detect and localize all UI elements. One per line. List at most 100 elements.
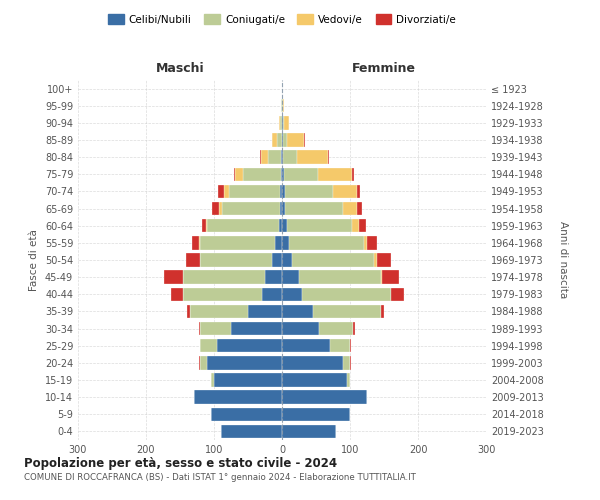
Bar: [283, 150, 297, 164]
Bar: [202, 219, 206, 232]
Bar: [282, 254, 292, 266]
Bar: [282, 356, 343, 370]
Bar: [218, 184, 224, 198]
Bar: [199, 236, 200, 250]
Bar: [221, 424, 282, 438]
Bar: [359, 219, 365, 232]
Bar: [281, 150, 282, 164]
Bar: [367, 236, 377, 250]
Bar: [200, 356, 207, 370]
Bar: [211, 408, 282, 421]
Bar: [350, 356, 352, 370]
Bar: [199, 322, 200, 336]
Bar: [186, 254, 200, 266]
Bar: [364, 236, 367, 250]
Bar: [280, 184, 282, 198]
Bar: [234, 168, 235, 181]
Bar: [219, 202, 222, 215]
Bar: [287, 134, 304, 146]
Bar: [184, 288, 262, 301]
Bar: [248, 304, 282, 318]
Bar: [282, 168, 284, 181]
Bar: [350, 339, 352, 352]
Bar: [282, 99, 283, 112]
Bar: [286, 202, 343, 215]
Bar: [212, 202, 219, 215]
Bar: [183, 270, 184, 284]
Bar: [268, 150, 281, 164]
Bar: [313, 304, 380, 318]
Bar: [318, 168, 352, 181]
Bar: [282, 134, 283, 146]
Bar: [282, 374, 347, 386]
Bar: [343, 202, 357, 215]
Bar: [229, 184, 280, 198]
Bar: [190, 304, 248, 318]
Text: COMUNE DI ROCCAFRANCA (BS) - Dati ISTAT 1° gennaio 2024 - Elaborazione TUTTITALI: COMUNE DI ROCCAFRANCA (BS) - Dati ISTAT …: [24, 472, 416, 482]
Bar: [282, 219, 287, 232]
Bar: [391, 288, 404, 301]
Bar: [282, 202, 286, 215]
Bar: [282, 150, 283, 164]
Bar: [380, 270, 382, 284]
Bar: [333, 184, 357, 198]
Text: Popolazione per età, sesso e stato civile - 2024: Popolazione per età, sesso e stato civil…: [24, 458, 337, 470]
Bar: [302, 288, 391, 301]
Bar: [272, 254, 282, 266]
Bar: [282, 288, 302, 301]
Bar: [283, 116, 284, 130]
Bar: [357, 202, 362, 215]
Bar: [282, 390, 367, 404]
Bar: [283, 99, 284, 112]
Bar: [217, 339, 282, 352]
Bar: [278, 116, 280, 130]
Bar: [187, 304, 190, 318]
Bar: [328, 150, 329, 164]
Bar: [319, 322, 353, 336]
Bar: [224, 184, 229, 198]
Bar: [200, 339, 217, 352]
Bar: [287, 219, 352, 232]
Bar: [377, 254, 391, 266]
Bar: [260, 150, 261, 164]
Bar: [304, 134, 305, 146]
Bar: [380, 304, 384, 318]
Bar: [206, 219, 207, 232]
Bar: [282, 270, 299, 284]
Bar: [282, 339, 329, 352]
Bar: [292, 254, 374, 266]
Bar: [199, 356, 200, 370]
Bar: [235, 168, 243, 181]
Bar: [192, 236, 199, 250]
Bar: [171, 288, 184, 301]
Bar: [289, 236, 364, 250]
Bar: [200, 236, 275, 250]
Y-axis label: Anni di nascita: Anni di nascita: [557, 222, 568, 298]
Bar: [329, 339, 350, 352]
Bar: [282, 322, 319, 336]
Bar: [284, 116, 289, 130]
Bar: [222, 202, 280, 215]
Bar: [353, 322, 355, 336]
Bar: [200, 254, 272, 266]
Bar: [207, 219, 278, 232]
Text: Maschi: Maschi: [155, 62, 205, 75]
Bar: [280, 116, 282, 130]
Bar: [374, 254, 377, 266]
Y-axis label: Fasce di età: Fasce di età: [29, 229, 39, 291]
Bar: [343, 356, 350, 370]
Bar: [282, 184, 286, 198]
Legend: Celibi/Nubili, Coniugati/e, Vedovi/e, Divorziati/e: Celibi/Nubili, Coniugati/e, Vedovi/e, Di…: [104, 10, 460, 29]
Bar: [352, 219, 359, 232]
Bar: [194, 390, 282, 404]
Bar: [280, 202, 282, 215]
Bar: [184, 270, 265, 284]
Bar: [261, 150, 268, 164]
Bar: [352, 168, 354, 181]
Bar: [297, 150, 328, 164]
Bar: [382, 270, 399, 284]
Bar: [282, 424, 337, 438]
Bar: [262, 288, 282, 301]
Bar: [282, 408, 350, 421]
Bar: [207, 356, 282, 370]
